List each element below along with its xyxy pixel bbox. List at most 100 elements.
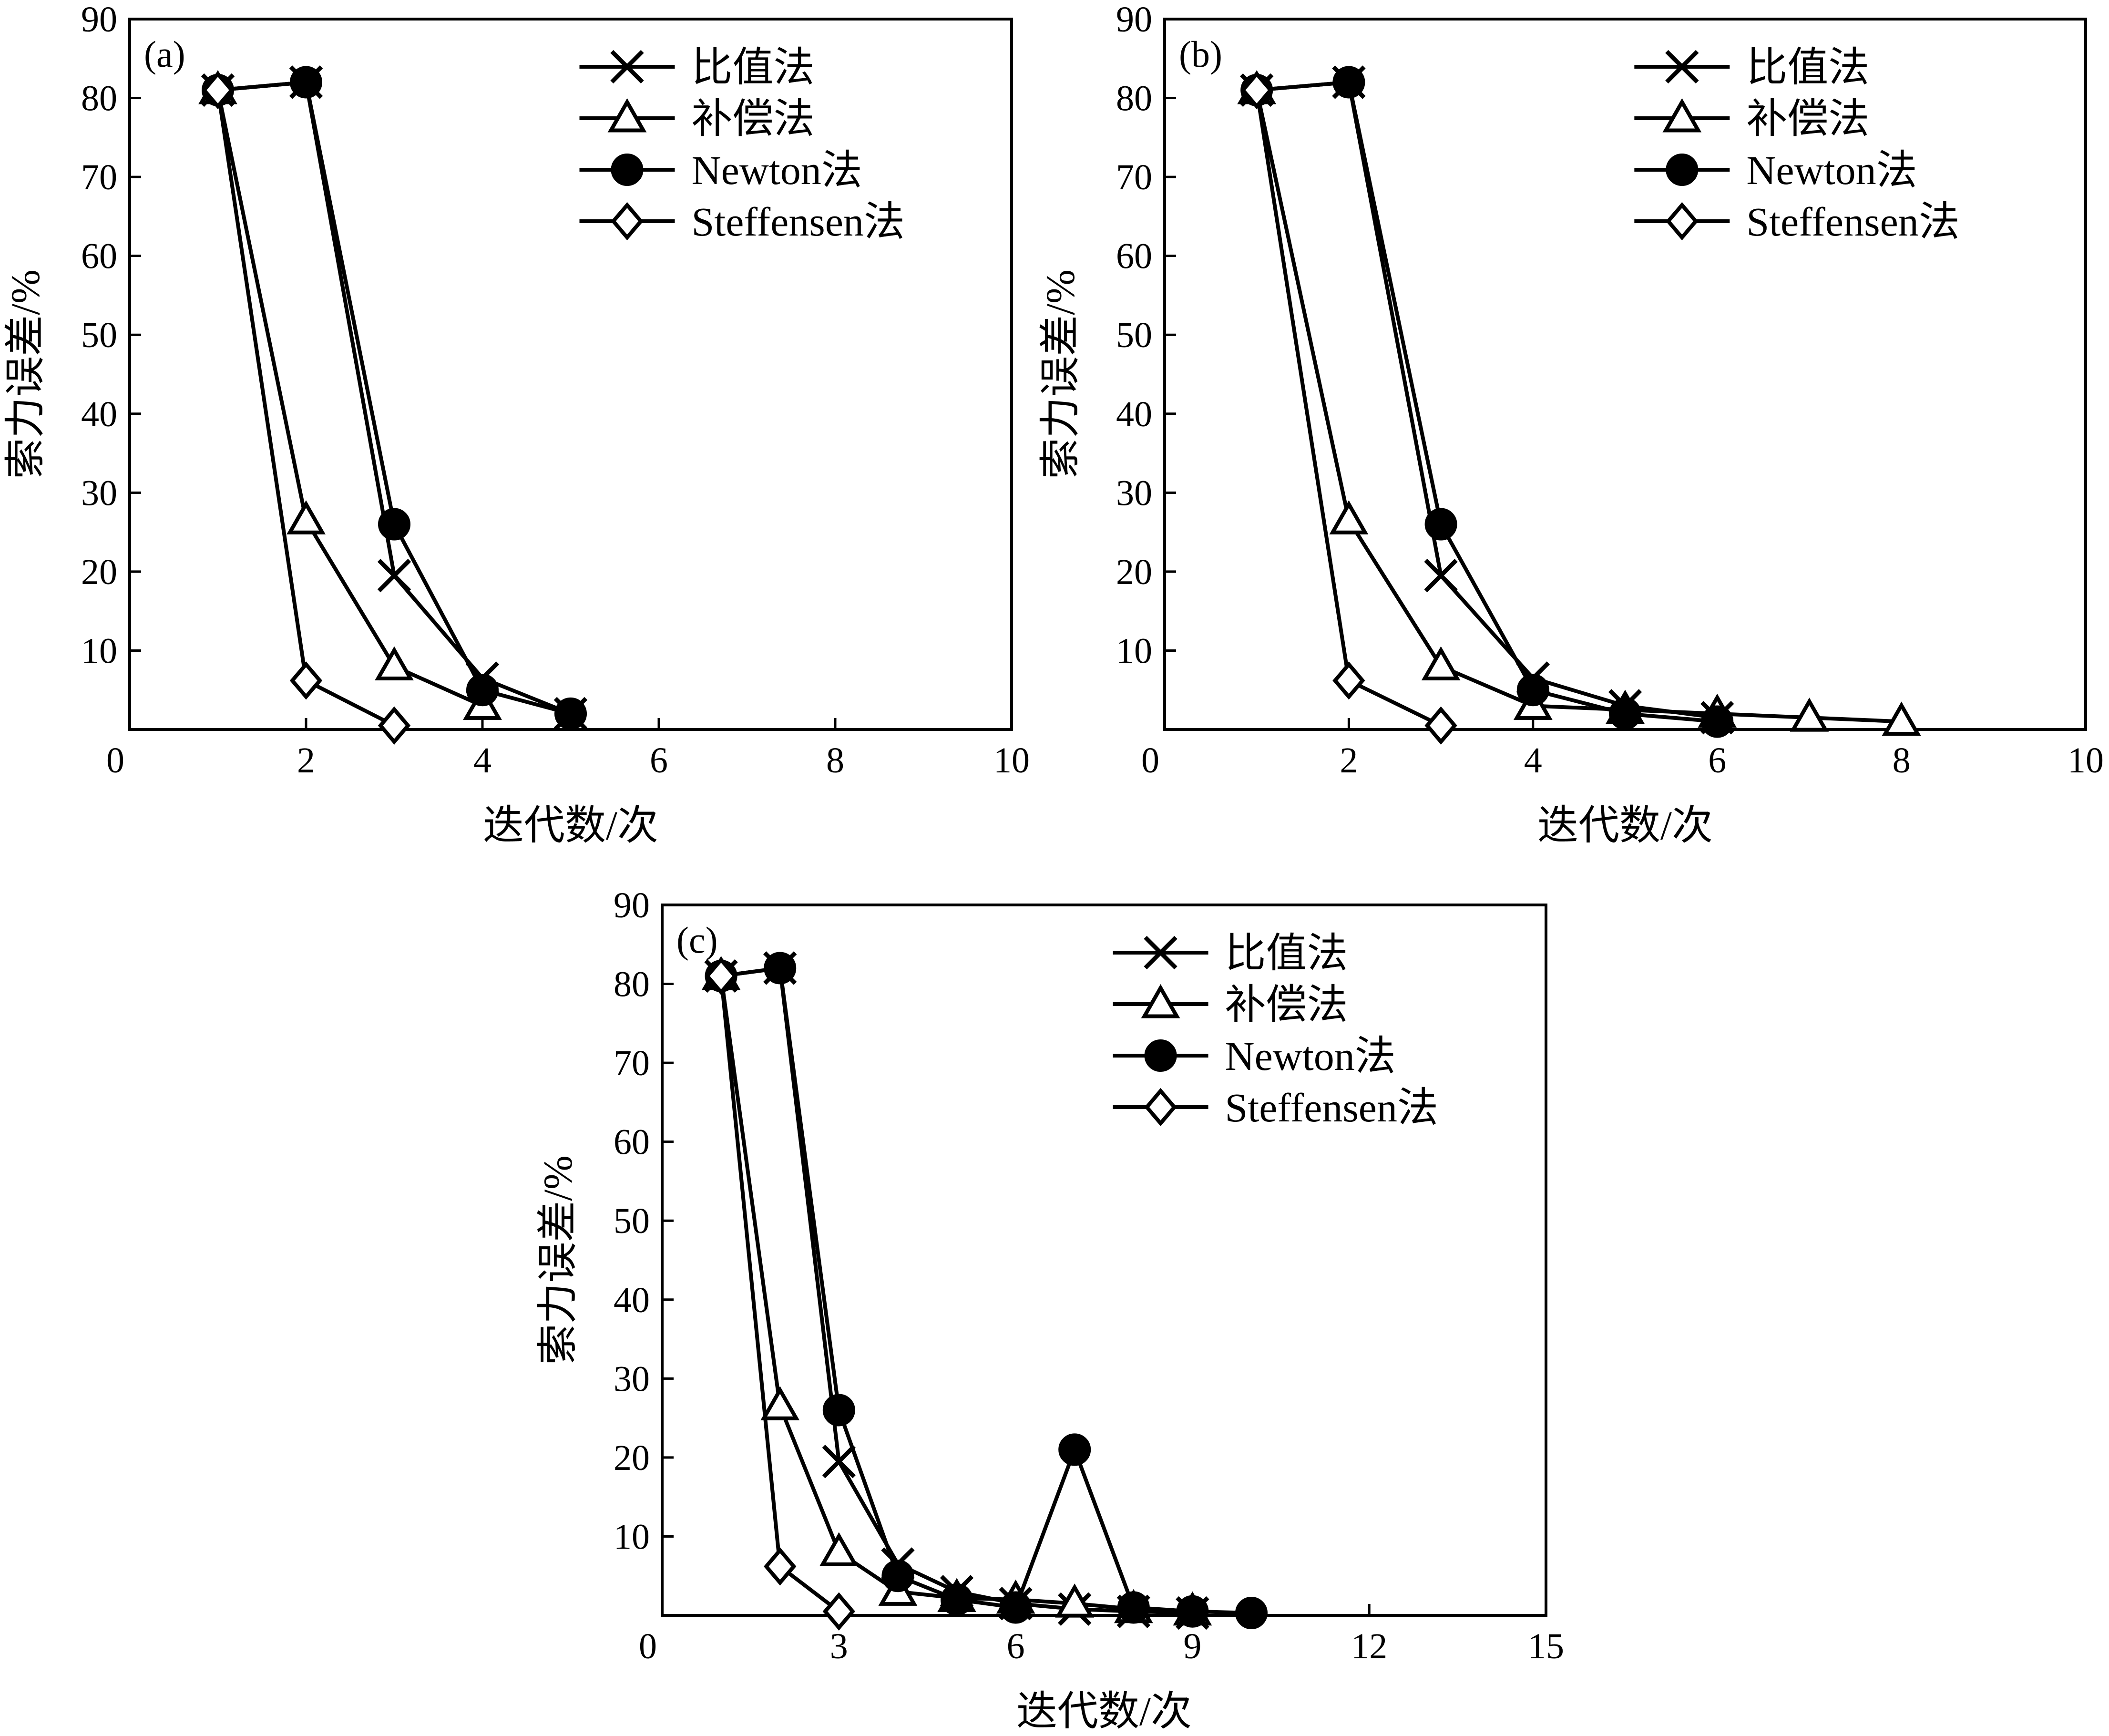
x-marker-0 — [1665, 50, 1699, 84]
diamond-marker-0 — [201, 71, 235, 110]
y-tick-label: 80 — [81, 79, 117, 119]
x-marker-0 — [610, 50, 644, 84]
filled-circle-marker-1 — [290, 66, 322, 99]
filled-circle-marker-4 — [554, 697, 587, 730]
diamond-marker-2 — [378, 706, 411, 745]
x-tick-label: 10 — [993, 740, 1030, 781]
series-line — [216, 90, 395, 728]
x-tick-label: 10 — [2068, 740, 2104, 781]
series-diamond — [705, 956, 855, 1631]
filled-circle-marker-8 — [1176, 1595, 1209, 1628]
y-tick-label: 10 — [614, 1517, 650, 1557]
y-tick-label: 30 — [1116, 473, 1152, 513]
chart-panel-c: 0 3 6 9 12 15 10 20 30 40 50 60 70 80 90 迭代数/次 索力误差/% (c)… — [535, 885, 1564, 1734]
x-axis-label: 迭代数/次 — [483, 802, 658, 848]
x-marker-stroke — [610, 50, 644, 84]
legend-item: Newton法 — [1634, 147, 1917, 193]
x-marker-2 — [377, 558, 411, 593]
x-tick-label: 4 — [473, 740, 491, 781]
y-tick-label: 80 — [1116, 79, 1152, 119]
y-tick-label: 20 — [1116, 552, 1152, 592]
y-tick-label: 50 — [1116, 315, 1152, 355]
x-tick-label: 4 — [1524, 740, 1542, 781]
y-tick-label: 70 — [81, 157, 117, 197]
filled-circle-marker-5 — [1701, 705, 1734, 738]
legend-item: Steffensen法 — [1634, 199, 1960, 245]
filled-circle-marker-1 — [1332, 66, 1365, 99]
series-filled-circle — [1240, 66, 1734, 738]
x-marker-stroke — [1144, 935, 1177, 970]
x-tick-label: 12 — [1351, 1626, 1387, 1666]
chart-panel-b: 0 2 4 6 8 10 10 20 30 40 50 60 70 80 90 迭代数/次 索力误差/% (b) 比… — [1037, 0, 2104, 848]
y-tick-label: 40 — [81, 394, 117, 434]
triangle-marker-0 — [1662, 98, 1702, 133]
triangle-marker-0 — [607, 98, 647, 133]
x-tick-label: 0 — [106, 740, 124, 781]
legend-label: 比值法 — [692, 44, 815, 90]
diamond-marker-2 — [1424, 706, 1457, 745]
x-axis-label: 迭代数/次 — [1537, 802, 1713, 848]
y-axis-label: 索力误差/% — [535, 1155, 581, 1365]
filled-circle-marker-5 — [999, 1591, 1032, 1624]
triangle-marker-6 — [1790, 698, 1829, 732]
y-tick-label: 60 — [614, 1122, 650, 1162]
legend-item: 补偿法 — [579, 96, 815, 142]
legend-label: Newton法 — [692, 147, 862, 193]
x-tick-label: 9 — [1183, 1626, 1201, 1666]
filled-circle-marker-4 — [1609, 697, 1641, 730]
y-tick-label: 60 — [1116, 236, 1152, 277]
series-filled-circle — [202, 66, 587, 730]
y-tick-label: 40 — [614, 1280, 650, 1320]
filled-circle-marker-9 — [1235, 1597, 1268, 1630]
y-axis-label: 索力误差/% — [1037, 269, 1083, 479]
y-tick-label: 70 — [1116, 157, 1152, 197]
legend-label: 比值法 — [1225, 930, 1348, 976]
legend-item: 比值法 — [579, 44, 815, 90]
y-tick-label: 90 — [81, 0, 117, 40]
chart-panel-a: 0 2 4 6 8 10 10 20 30 40 50 60 70 80 90 迭代数/次 索力误差/% (a) 比… — [2, 0, 1030, 848]
series-line — [1255, 90, 1442, 728]
triangle-marker-1 — [760, 1386, 800, 1420]
y-tick-label: 50 — [81, 315, 117, 355]
triangle-marker-1 — [1329, 500, 1369, 534]
diamond-marker-0 — [1666, 202, 1699, 241]
x-tick-label: 2 — [1340, 740, 1358, 781]
x-axis-label: 迭代数/次 — [1016, 1688, 1192, 1734]
panel-label: (a) — [144, 33, 185, 75]
legend-item: Newton法 — [579, 147, 862, 193]
triangle-marker-2 — [1421, 646, 1461, 681]
y-tick-label: 80 — [614, 965, 650, 1005]
filled-circle-marker-7 — [1117, 1591, 1150, 1624]
series-line — [217, 80, 572, 716]
series-line — [1256, 80, 1718, 720]
triangle-marker-6 — [1055, 1583, 1095, 1618]
diamond-marker-0 — [611, 202, 644, 241]
x-tick-label: 8 — [826, 740, 844, 781]
triangle-marker-1 — [287, 500, 326, 534]
filled-circle-marker-6 — [1058, 1433, 1091, 1466]
filled-circle-marker-2 — [1424, 508, 1457, 541]
diamond-marker-0 — [1240, 71, 1273, 110]
filled-circle-marker-3 — [466, 674, 499, 707]
x-marker-stroke — [377, 558, 411, 593]
diamond-marker-2 — [822, 1592, 855, 1631]
triangle-marker-2 — [819, 1532, 859, 1567]
y-tick-label: 60 — [81, 236, 117, 277]
x-tick-label: 8 — [1893, 740, 1911, 781]
diamond-marker-0 — [1144, 1088, 1177, 1127]
y-axis-label: 索力误差/% — [2, 269, 48, 479]
filled-circle-marker-4 — [941, 1583, 973, 1616]
legend-item: Steffensen法 — [1113, 1085, 1438, 1130]
series-x — [201, 65, 588, 731]
series-line — [1255, 90, 1902, 724]
plot-frame — [661, 904, 1547, 1617]
y-tick-label: 40 — [1116, 394, 1152, 434]
x-tick-label: 0 — [1141, 740, 1159, 781]
legend-item: Newton法 — [1113, 1033, 1396, 1079]
y-tick-label: 20 — [81, 552, 117, 592]
filled-circle-marker-2 — [822, 1394, 855, 1427]
x-marker-2 — [822, 1444, 856, 1479]
panel-label: (c) — [676, 919, 718, 961]
